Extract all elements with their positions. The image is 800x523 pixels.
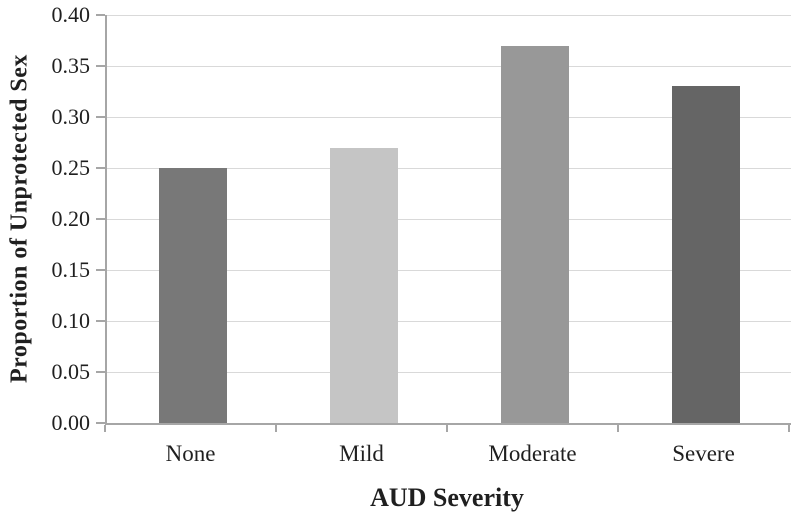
y-tick-mark <box>96 269 105 271</box>
gridline <box>107 219 791 220</box>
y-tick-mark <box>96 116 105 118</box>
x-tick-mark <box>788 425 790 432</box>
bar-none <box>158 168 227 423</box>
x-tick-mark <box>446 425 448 432</box>
y-tick-mark <box>96 14 105 16</box>
y-tick-mark <box>96 320 105 322</box>
y-tick-mark <box>96 65 105 67</box>
plot-area <box>105 15 791 425</box>
gridline <box>107 117 791 118</box>
y-tick-label: 0.25 <box>51 155 91 180</box>
gridline <box>107 372 791 373</box>
y-tick-mark <box>96 422 105 424</box>
y-tick-label: 0.30 <box>51 104 91 129</box>
gridline <box>107 321 791 322</box>
x-axis-title: AUD Severity <box>370 483 524 512</box>
y-tick-label: 0.15 <box>51 257 91 282</box>
gridline <box>107 270 791 271</box>
x-tick-mark <box>617 425 619 432</box>
y-tick-label: 0.35 <box>51 53 91 78</box>
gridline <box>107 66 791 67</box>
y-tick-label: 0.05 <box>51 359 91 384</box>
x-category-label-moderate: Moderate <box>488 441 577 466</box>
x-category-label-none: None <box>165 441 216 466</box>
x-category-label-mild: Mild <box>339 441 384 466</box>
y-tick-label: 0.40 <box>51 2 91 27</box>
x-tick-mark <box>275 425 277 432</box>
bar-mild <box>329 147 398 423</box>
y-tick-label: 0.20 <box>51 206 91 231</box>
gridline <box>107 15 791 16</box>
x-category-label-severe: Severe <box>672 441 735 466</box>
y-tick-mark <box>96 371 105 373</box>
y-tick-mark <box>96 218 105 220</box>
y-tick-label: 0.00 <box>51 410 91 435</box>
y-tick-mark <box>96 167 105 169</box>
x-tick-mark <box>104 425 106 432</box>
bar-severe <box>671 86 740 423</box>
bar-moderate <box>500 45 569 423</box>
y-tick-label: 0.10 <box>51 308 91 333</box>
gridline <box>107 168 791 169</box>
